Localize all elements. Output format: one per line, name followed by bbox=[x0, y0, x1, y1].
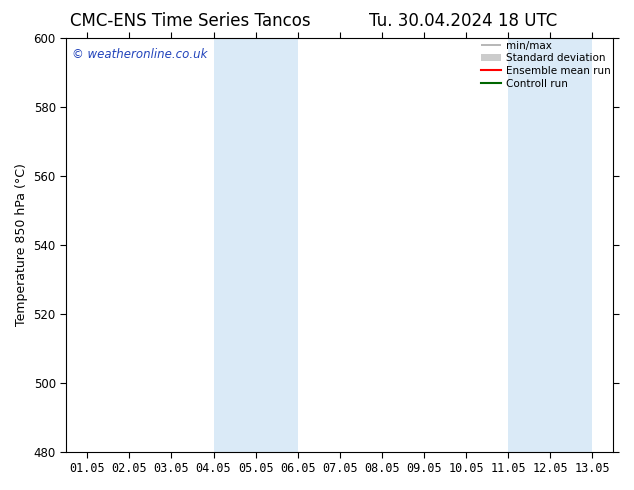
Bar bbox=[214, 38, 298, 452]
Text: © weatheronline.co.uk: © weatheronline.co.uk bbox=[72, 48, 207, 61]
Legend: min/max, Standard deviation, Ensemble mean run, Controll run: min/max, Standard deviation, Ensemble me… bbox=[481, 41, 611, 89]
Text: CMC-ENS Time Series Tancos: CMC-ENS Time Series Tancos bbox=[70, 12, 311, 30]
Y-axis label: Temperature 850 hPa (°C): Temperature 850 hPa (°C) bbox=[15, 163, 28, 326]
Text: Tu. 30.04.2024 18 UTC: Tu. 30.04.2024 18 UTC bbox=[369, 12, 557, 30]
Bar bbox=[508, 38, 592, 452]
